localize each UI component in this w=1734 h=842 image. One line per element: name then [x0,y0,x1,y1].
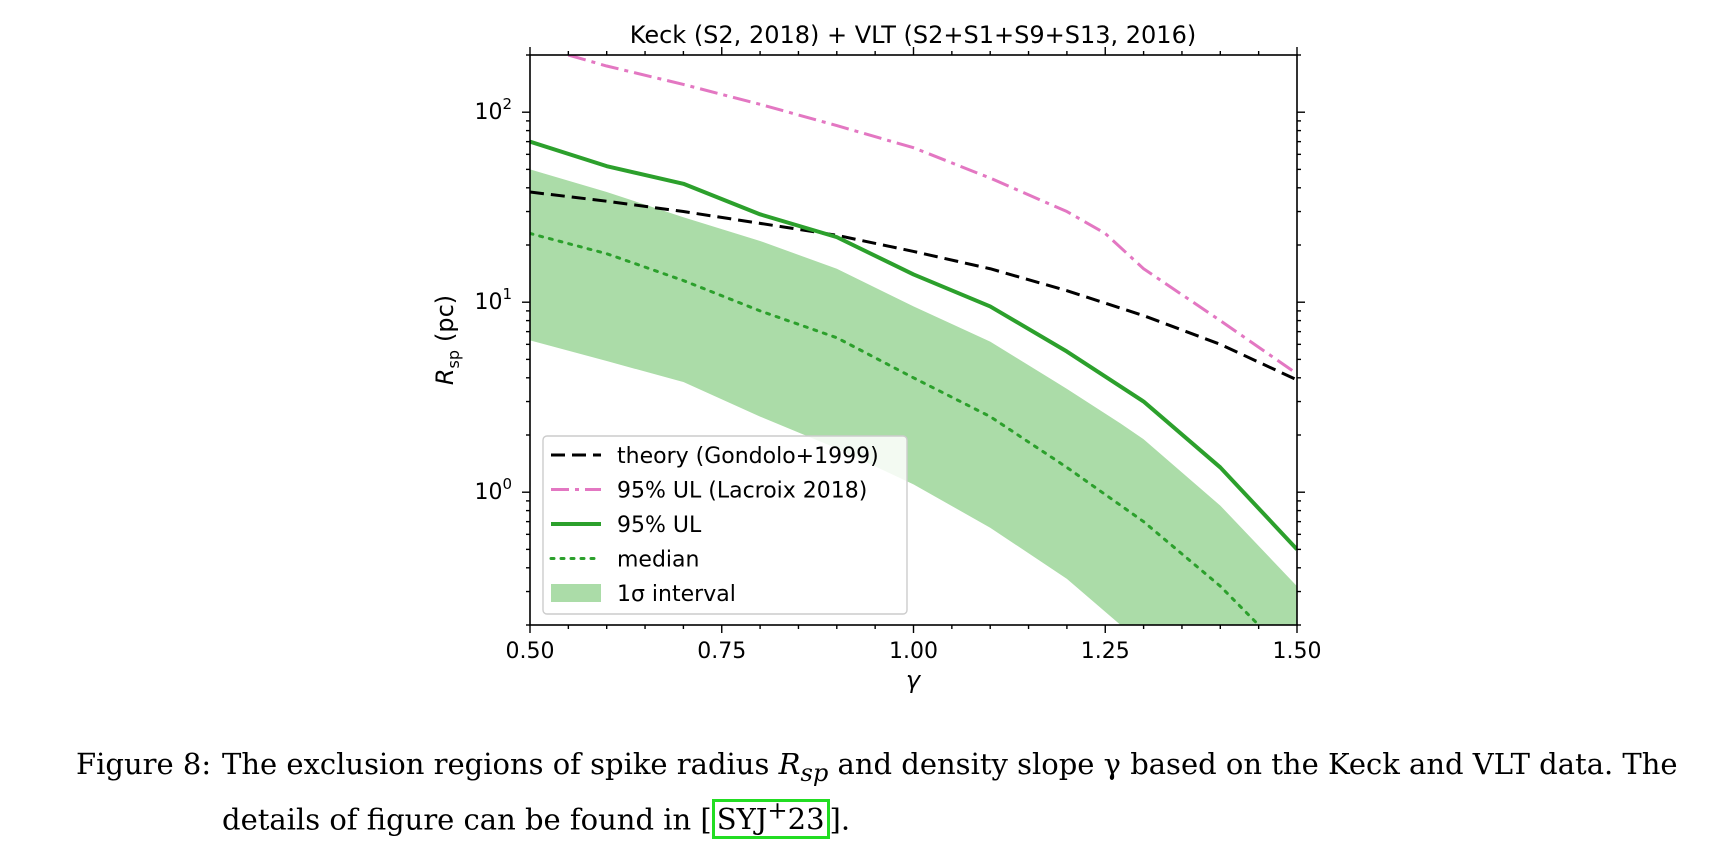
legend-label: 1σ interval [617,582,736,607]
caption-text-2a: details of figure can be found in [ [222,802,712,837]
caption-text-1b: and density slope γ based on the Keck an… [828,747,1678,781]
legend: theory (Gondolo+1999) 95% UL (Lacroix 201… [542,435,908,615]
y-tick-label: 102 [474,95,512,125]
y-tick-label: 100 [474,475,512,505]
caption-r-symbol: R [778,747,801,781]
legend-label: 95% UL [617,513,702,538]
caption-r-subscript: sp [800,758,829,787]
x-tick-label: 0.75 [697,639,746,664]
y-axis-title-unit: (pc) [431,295,459,342]
citation-year: 23 [787,802,825,837]
legend-label: 95% UL (Lacroix 2018) [617,479,867,504]
caption-text-2b: ]. [829,802,851,837]
caption-text: The exclusion regions of spike radius Rs… [222,745,1734,840]
caption-text-1a: The exclusion regions of spike radius [222,747,779,781]
legend-label: median [617,548,699,573]
sigma-band [530,169,1297,625]
x-axis-title: γ [906,666,922,694]
y-axis-title: Rsp (pc) [431,295,463,385]
y-axis-title-symbol: R [431,368,459,385]
legend-swatch [551,584,601,602]
legend-label: theory (Gondolo+1999) [617,444,879,469]
y-tick-exponent: 2 [502,95,512,113]
y-tick-label: 101 [474,285,512,315]
caption-line-2: details of figure can be found in [SYJ+2… [222,792,1734,840]
x-tick-label: 0.50 [506,639,555,664]
figure-label: Figure 8: [76,747,212,781]
chart: Keck (S2, 2018) + VLT (S2+S1+S9+S13, 201… [431,21,1322,694]
citation-base: SYJ [716,802,768,837]
x-tick-label: 1.00 [889,639,938,664]
legend-box [542,435,908,615]
caption-line-1: The exclusion regions of spike radius Rs… [222,745,1734,792]
citation-sup: + [767,796,788,825]
x-axis: 0.50 0.75 1.00 1.25 1.50 [506,47,1322,664]
y-tick-exponent: 1 [502,285,512,303]
x-tick-label: 1.25 [1081,639,1130,664]
y-tick-exponent: 0 [502,475,512,493]
series-line-1 [567,55,1297,376]
y-tick-base: 10 [474,290,502,315]
y-tick-base: 10 [474,100,502,125]
chart-title: Keck (S2, 2018) + VLT (S2+S1+S9+S13, 201… [630,21,1196,49]
x-tick-label: 1.50 [1273,639,1322,664]
series-line-3 [530,231,1261,625]
y-axis-title-subscript: sp [444,350,463,369]
citation-link[interactable]: SYJ+23 [711,796,830,840]
band-layer [530,169,1297,625]
series-line-0 [530,190,1297,382]
series-line-2 [530,139,1297,551]
y-tick-base: 10 [474,480,502,505]
series-layer [530,55,1297,625]
